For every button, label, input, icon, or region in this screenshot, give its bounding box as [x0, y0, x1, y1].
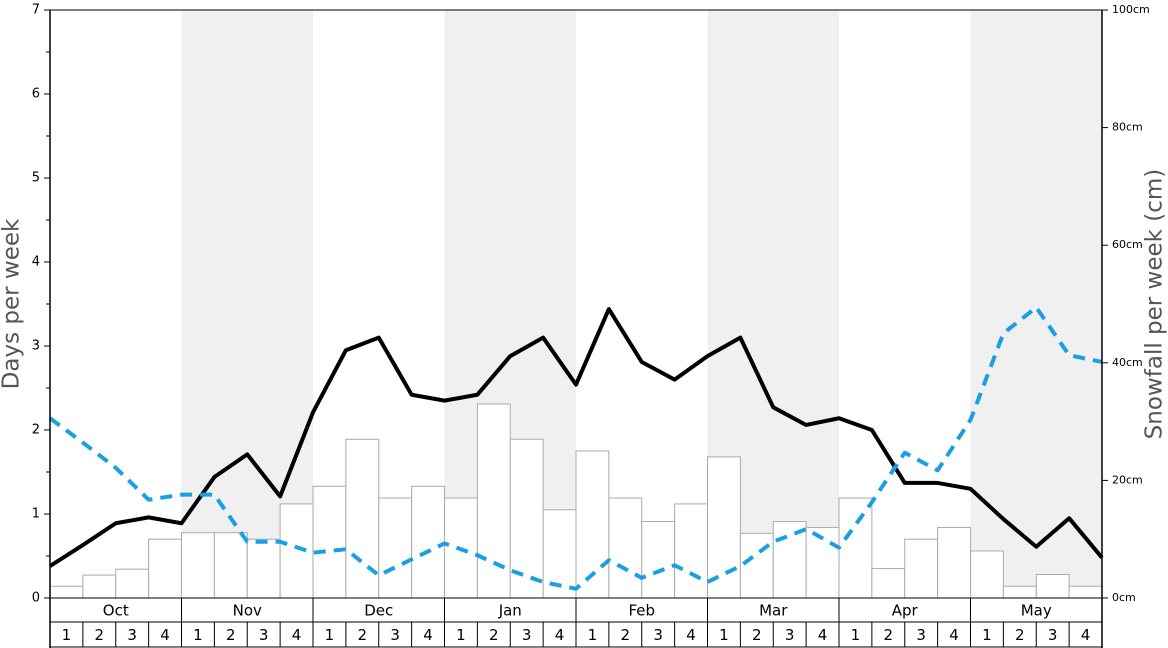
x-tick-label: 4 — [160, 626, 170, 644]
bar — [49, 585, 84, 599]
y2-tick-label: 20cm — [1112, 473, 1143, 486]
bar — [641, 521, 676, 599]
y-tick-label: 0 — [32, 591, 40, 606]
x-tick-label: 2 — [95, 626, 105, 644]
x-tick-label: 4 — [555, 626, 565, 644]
bar — [181, 532, 215, 599]
bar — [246, 538, 281, 599]
x-tick-label: 1 — [62, 626, 72, 644]
x-tick-label: 1 — [456, 626, 466, 644]
x-tick-label: 1 — [982, 626, 992, 644]
bar — [312, 485, 347, 599]
month-label: Apr — [892, 602, 919, 620]
y2-tick-label: 100cm — [1112, 3, 1150, 16]
bar — [608, 497, 643, 599]
x-tick-label: 3 — [522, 626, 532, 644]
y2-tick-label: 40cm — [1112, 356, 1143, 369]
y2-tick-label: 0cm — [1112, 591, 1136, 604]
bar — [871, 568, 906, 599]
x-tick-label: 3 — [127, 626, 137, 644]
bar — [1068, 585, 1103, 599]
y-axis-title: Days per week — [0, 218, 25, 389]
month-label: Oct — [103, 602, 129, 620]
y-tick-label: 6 — [32, 87, 40, 102]
x-tick-label: 3 — [390, 626, 400, 644]
bar — [509, 438, 544, 599]
month-label: Nov — [233, 602, 262, 620]
y-tick-label: 2 — [32, 423, 40, 438]
bar — [82, 574, 117, 599]
bar — [148, 538, 182, 599]
bar — [904, 538, 939, 599]
x-tick-label: 2 — [884, 626, 894, 644]
y-tick-label: 1 — [32, 507, 40, 522]
month-band — [970, 10, 1102, 598]
month-label: Dec — [364, 602, 393, 620]
bar — [115, 568, 150, 599]
bar — [1002, 585, 1037, 599]
x-tick-label: 1 — [851, 626, 861, 644]
y-tick-label: 3 — [32, 339, 40, 354]
line-series — [48, 307, 1104, 568]
x-tick-label: 2 — [621, 626, 631, 644]
x-tick-label: 3 — [259, 626, 269, 644]
x-tick-label: 2 — [489, 626, 499, 644]
bar — [739, 532, 774, 599]
month-label: May — [1021, 602, 1052, 620]
month-label: Jan — [498, 602, 522, 620]
x-tick-label: 4 — [818, 626, 828, 644]
x-tick-label: 3 — [1048, 626, 1058, 644]
bar — [937, 526, 971, 599]
month-label: Mar — [759, 602, 788, 620]
x-tick-label: 3 — [916, 626, 926, 644]
bar — [279, 503, 314, 599]
x-tick-label: 2 — [1015, 626, 1025, 644]
x-tick-label: 2 — [358, 626, 368, 644]
bar — [213, 532, 248, 599]
x-tick-label: 3 — [785, 626, 795, 644]
y-tick-label: 7 — [32, 3, 40, 18]
month-band — [181, 10, 313, 598]
x-tick-label: 3 — [653, 626, 663, 644]
bar — [345, 438, 380, 599]
bar — [411, 485, 445, 599]
line-series — [48, 305, 1103, 591]
x-tick-label: 4 — [1081, 626, 1091, 644]
y2-tick-label: 80cm — [1112, 121, 1143, 134]
bar — [1035, 573, 1070, 599]
x-tick-label: 1 — [719, 626, 729, 644]
x-tick-label: 1 — [588, 626, 598, 644]
y-tick-label: 5 — [32, 171, 40, 186]
bar — [838, 497, 873, 599]
bar — [970, 550, 1004, 599]
x-tick-label: 2 — [752, 626, 762, 644]
y2-tick-label: 60cm — [1112, 238, 1143, 251]
month-label: Feb — [628, 602, 655, 620]
x-tick-label: 2 — [226, 626, 236, 644]
x-tick-label: 4 — [686, 626, 696, 644]
x-tick-label: 4 — [949, 626, 959, 644]
bar — [674, 503, 708, 599]
y2-axis-title: Snowfall per week (cm) — [1142, 169, 1168, 440]
bar — [707, 456, 741, 599]
bar — [378, 497, 413, 599]
bar — [476, 403, 511, 599]
x-tick-label: 4 — [423, 626, 433, 644]
x-tick-label: 1 — [325, 626, 335, 644]
x-tick-label: 1 — [193, 626, 203, 644]
x-tick-label: 4 — [292, 626, 302, 644]
y-tick-label: 4 — [32, 255, 40, 270]
